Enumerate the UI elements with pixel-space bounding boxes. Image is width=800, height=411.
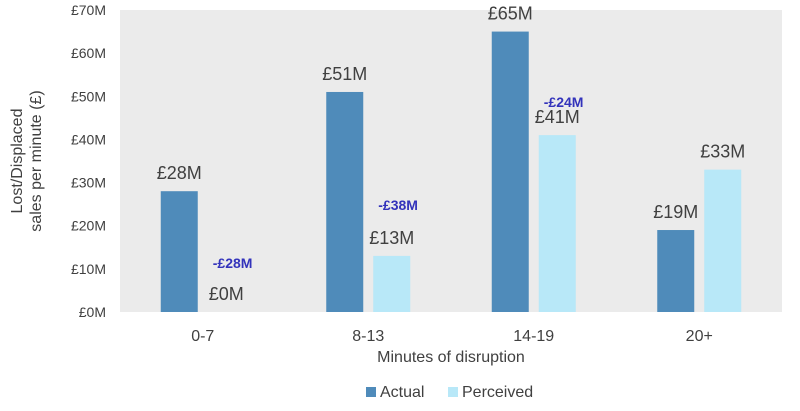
y-tick-label: £0M [79, 304, 106, 320]
x-category-label: 20+ [686, 328, 713, 345]
data-label: £33M [700, 142, 745, 162]
bars [160, 31, 742, 312]
bar-actual-20+ [657, 230, 695, 312]
y-tick-label: £20M [71, 218, 106, 234]
bar-actual-0-7 [160, 191, 198, 312]
difference-label: -£28M [213, 255, 253, 271]
x-category-label: 0-7 [191, 328, 214, 345]
y-tick-label: £10M [71, 261, 106, 277]
x-category-label: 8-13 [352, 328, 384, 345]
legend-label-perceived: Perceived [462, 384, 533, 401]
legend-swatch-actual [366, 387, 376, 397]
difference-label: -£38M [378, 197, 418, 213]
bar-perceived-14-19 [538, 135, 576, 312]
y-tick-label: £30M [71, 175, 106, 191]
data-labels: £28M £0M £51M £13M £65M £41M £19M £33M [157, 4, 746, 304]
bar-perceived-8-13 [373, 255, 411, 312]
y-tick-label: £60M [71, 45, 106, 61]
difference-labels: -£28M -£38M -£24M [213, 94, 584, 271]
x-axis-title: Minutes of disruption [377, 349, 525, 366]
y-tick-label: £50M [71, 88, 106, 104]
y-axis-title: Lost/Displaced sales per minute (£) [9, 90, 45, 231]
legend-swatch-perceived [448, 387, 458, 397]
y-axis-title-line: sales per minute (£) [28, 90, 45, 231]
y-tick-label: £70M [71, 2, 106, 18]
y-axis-ticks: £0M £10M £20M £30M £40M £50M £60M £70M [71, 2, 106, 320]
legend-label-actual: Actual [380, 384, 424, 401]
data-label: £51M [322, 64, 367, 84]
legend: Actual Perceived [366, 384, 533, 401]
y-tick-label: £40M [71, 131, 106, 147]
data-label: £65M [488, 4, 533, 24]
data-label: £13M [369, 228, 414, 248]
y-axis-title-line: Lost/Displaced [9, 109, 26, 214]
data-label: £28M [157, 163, 202, 183]
bar-perceived-20+ [704, 169, 742, 312]
x-axis-categories: 0-7 8-13 14-19 20+ [191, 328, 713, 345]
data-label: £19M [653, 202, 698, 222]
x-category-label: 14-19 [513, 328, 554, 345]
data-label: £0M [209, 284, 244, 304]
bar-actual-8-13 [326, 91, 364, 312]
bar-actual-14-19 [491, 31, 529, 312]
difference-label: -£24M [544, 94, 584, 110]
data-label: £41M [535, 107, 580, 127]
